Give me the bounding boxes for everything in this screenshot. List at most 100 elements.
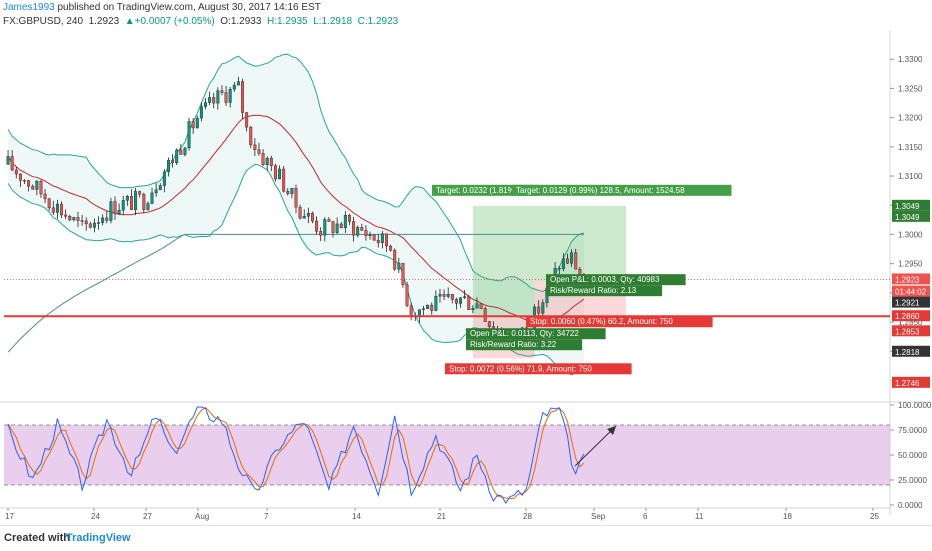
position-2-stop-label: Stop: 0.0060 (0.47%) 60.2, Amount: 750 bbox=[526, 316, 713, 328]
candle-body bbox=[401, 262, 405, 286]
candle bbox=[245, 111, 249, 132]
candle bbox=[339, 222, 343, 229]
candle bbox=[430, 302, 434, 315]
candle bbox=[84, 217, 88, 231]
candle-body bbox=[286, 191, 290, 194]
candle-body bbox=[273, 165, 277, 180]
candle-body bbox=[475, 303, 479, 309]
price-chart[interactable]: Target: 0.0232 (1.81% Target: 0.0129 (0.9… bbox=[0, 0, 932, 525]
candle bbox=[125, 194, 129, 206]
candle-body bbox=[310, 213, 314, 222]
candle-body bbox=[10, 156, 14, 171]
candle bbox=[97, 216, 101, 230]
candle bbox=[310, 211, 314, 224]
position-2-target-label-bg bbox=[512, 184, 732, 196]
candle-body bbox=[23, 180, 26, 182]
candle-body bbox=[55, 203, 59, 213]
price-label-countdown: 01:44:02 bbox=[892, 285, 930, 297]
candle bbox=[380, 230, 384, 249]
position-2-target-zone bbox=[534, 205, 626, 282]
candle bbox=[372, 234, 376, 241]
candle-body bbox=[212, 97, 216, 104]
candle-body bbox=[134, 191, 138, 210]
author-link[interactable]: James1993 bbox=[3, 2, 55, 13]
candle-body bbox=[35, 180, 39, 190]
candle bbox=[39, 179, 43, 198]
candle bbox=[405, 281, 409, 308]
low-value: L:1.2918 bbox=[313, 16, 353, 27]
time-tick-label: 24 bbox=[91, 512, 100, 521]
candle-body bbox=[199, 106, 203, 119]
candle bbox=[35, 179, 39, 196]
candle-body bbox=[113, 201, 117, 215]
candle-body bbox=[18, 173, 22, 181]
position-1-stop-label-text: Stop: 0.0072 (0.56%) 71.9, Amount: 750 bbox=[449, 364, 592, 373]
price-tick-label: 1.3250 bbox=[898, 84, 923, 93]
position-2-rr-label-bg bbox=[546, 285, 663, 297]
candle bbox=[129, 189, 133, 210]
candle bbox=[537, 300, 541, 317]
price-label-bg bbox=[892, 376, 930, 388]
candle bbox=[348, 213, 351, 226]
stoch-d-line bbox=[7, 406, 585, 500]
candle bbox=[389, 244, 393, 252]
candle-body bbox=[224, 92, 228, 103]
price-tick-label: 1.3300 bbox=[898, 55, 923, 64]
candle-body bbox=[438, 294, 442, 297]
candle bbox=[92, 218, 96, 233]
candle bbox=[167, 157, 170, 177]
candle bbox=[356, 225, 360, 238]
candle-body bbox=[343, 214, 347, 228]
candle-body bbox=[393, 250, 397, 270]
candle-body bbox=[150, 192, 154, 204]
candle-body bbox=[537, 306, 541, 314]
candle bbox=[113, 196, 117, 220]
position-1-target-label: Target: 0.0232 (1.81% bbox=[432, 184, 539, 196]
candle-body bbox=[442, 294, 446, 297]
candle bbox=[290, 187, 294, 199]
candle bbox=[566, 253, 569, 265]
symbol-name[interactable]: FX:GBPUSD, 240 bbox=[3, 16, 84, 27]
candle-body bbox=[463, 296, 467, 298]
candle-body bbox=[187, 121, 191, 149]
candle-body bbox=[72, 217, 76, 221]
candle bbox=[31, 184, 35, 190]
candle-body bbox=[352, 221, 356, 236]
candle bbox=[68, 214, 72, 222]
candle-body bbox=[31, 186, 35, 190]
candle bbox=[257, 142, 261, 156]
position-2-open-pnl-label-text: Open P&L: 0.0003, Qty: 40983 bbox=[550, 275, 660, 284]
candle-body bbox=[253, 144, 257, 150]
candle-body bbox=[405, 284, 409, 306]
position-2-target-label-text: Target: 0.0129 (0.99%) 128.5, Amount: 15… bbox=[516, 186, 685, 195]
candle bbox=[236, 76, 240, 86]
price-label-text: 01:44:02 bbox=[895, 288, 927, 297]
candle-body bbox=[261, 153, 265, 166]
moving-average-line bbox=[7, 114, 585, 324]
candle bbox=[335, 217, 339, 235]
candle-body bbox=[6, 156, 10, 165]
candle-body bbox=[167, 159, 170, 172]
tradingview-logo[interactable]: TradingView bbox=[66, 532, 131, 544]
time-tick-label: 28 bbox=[523, 512, 532, 521]
position-1-open-pnl-label-bg bbox=[466, 328, 606, 340]
candle-body bbox=[471, 307, 475, 310]
candle bbox=[343, 211, 347, 233]
candle-body bbox=[109, 201, 113, 221]
candle-body bbox=[183, 147, 187, 155]
candle-body bbox=[574, 252, 578, 270]
candle bbox=[294, 184, 298, 214]
candle bbox=[187, 117, 191, 151]
candle-body bbox=[179, 149, 183, 155]
candle bbox=[446, 287, 450, 299]
candle-body bbox=[64, 214, 68, 217]
candle-body bbox=[397, 262, 401, 270]
candle bbox=[315, 216, 319, 235]
candle bbox=[323, 217, 327, 242]
price-label-text: 1.2853 bbox=[895, 327, 920, 336]
candle-body bbox=[60, 203, 64, 216]
candle-body bbox=[105, 217, 109, 221]
candle bbox=[27, 179, 31, 192]
position-2-open-pnl-label: Open P&L: 0.0003, Qty: 40983 bbox=[546, 274, 686, 286]
candle bbox=[442, 289, 446, 301]
